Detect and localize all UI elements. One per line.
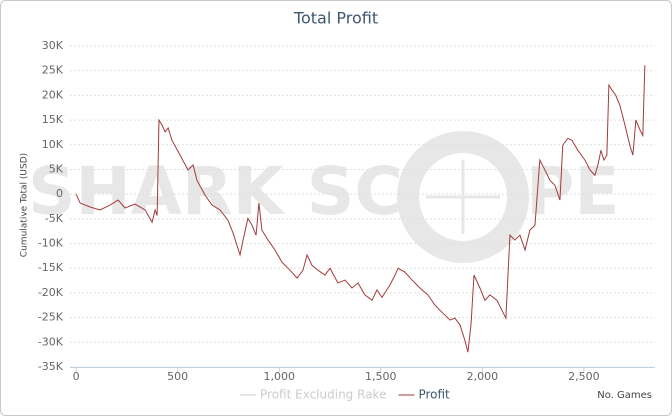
x-tick-label: 500 [167, 370, 188, 383]
legend-label: Profit [418, 388, 450, 402]
y-axis-label: Cumulative Total (USD) [20, 153, 30, 257]
watermark: SHARK SC PE [28, 131, 619, 263]
x-tick-label: 0 [73, 370, 80, 383]
watermark-text: PE [526, 153, 619, 230]
chart-title: Total Profit [293, 9, 378, 28]
watermark-ring [397, 131, 529, 263]
x-axis-label: No. Games [597, 390, 652, 401]
y-tick-label: 25K [42, 64, 64, 77]
y-tick-label: -5K [45, 212, 64, 225]
x-tick-label: 2,000 [467, 370, 499, 383]
y-tick-label: -35K [38, 360, 64, 373]
y-tick-label: -30K [38, 335, 64, 348]
legend-label: Profit Excluding Rake [260, 388, 386, 402]
y-tick-label: 20K [42, 88, 64, 101]
y-tick-label: -15K [38, 261, 64, 274]
y-tick-label: 30K [42, 39, 64, 52]
y-tick-label: -20K [38, 286, 64, 299]
y-tick-label: 15K [42, 113, 64, 126]
series-line [75, 65, 646, 353]
y-tick-label: -25K [38, 311, 64, 324]
y-tick-label: -10K [38, 237, 64, 250]
x-tick-label: 2,500 [568, 370, 600, 383]
y-tick-label: 0 [56, 187, 63, 200]
watermark-text: SHARK SC [28, 153, 403, 230]
y-tick-label: 5K [49, 162, 64, 175]
x-tick-label: 1,500 [365, 370, 397, 383]
y-tick-label: 10K [42, 138, 64, 151]
x-tick-label: 1,000 [263, 370, 295, 383]
